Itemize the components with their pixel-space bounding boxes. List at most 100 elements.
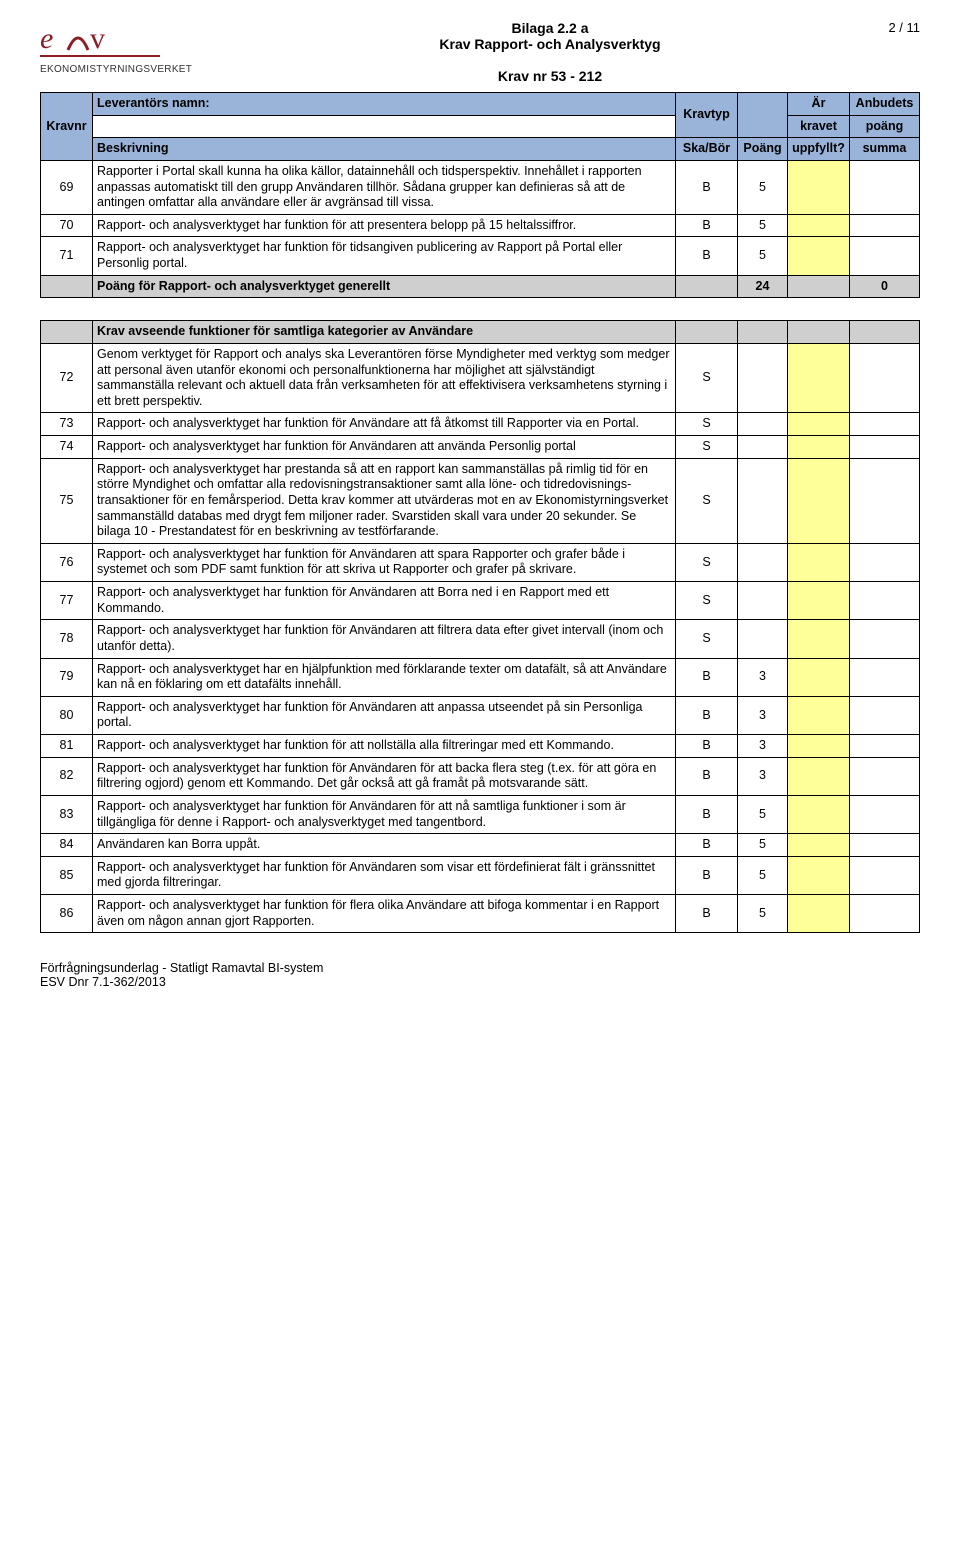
cell-uppfyllt-input[interactable]: [788, 582, 850, 620]
cell-summa: [850, 582, 920, 620]
cell-uppfyllt-input[interactable]: [788, 795, 850, 833]
cell-uppfyllt-input[interactable]: [788, 160, 850, 214]
cell-summa: [850, 658, 920, 696]
requirements-table-1: Kravnr Leverantörs namn: Kravtyp Är Anbu…: [40, 92, 920, 298]
cell-beskrivning: Rapport- och analysverktyget har funktio…: [93, 895, 676, 933]
cell-kravnr: 84: [41, 834, 93, 857]
cell-kravnr: 77: [41, 582, 93, 620]
leverantor-input-cell[interactable]: [93, 115, 676, 138]
cell-uppfyllt-input[interactable]: [788, 237, 850, 275]
cell-summa: [850, 458, 920, 543]
sec2-blank-summa: [850, 321, 920, 344]
sum1-poang: 24: [738, 275, 788, 298]
cell-summa: [850, 436, 920, 459]
table-row: 84Användaren kan Borra uppåt.B5: [41, 834, 920, 857]
cell-kravtyp: S: [676, 620, 738, 658]
cell-uppfyllt-input[interactable]: [788, 413, 850, 436]
cell-beskrivning: Rapport- och analysverktyget har prestan…: [93, 458, 676, 543]
cell-summa: [850, 413, 920, 436]
hdr-kravet: kravet: [788, 115, 850, 138]
table-row: 78Rapport- och analysverktyget har funkt…: [41, 620, 920, 658]
cell-poang: 5: [738, 237, 788, 275]
leverantor-label: Leverantörs namn:: [97, 96, 210, 110]
hdr-uppfyllt: uppfyllt?: [788, 138, 850, 161]
cell-kravnr: 86: [41, 895, 93, 933]
section2-header-row: Krav avseende funktioner för samtliga ka…: [41, 321, 920, 344]
cell-uppfyllt-input[interactable]: [788, 436, 850, 459]
cell-summa: [850, 214, 920, 237]
cell-uppfyllt-input[interactable]: [788, 735, 850, 758]
cell-poang: 5: [738, 834, 788, 857]
krav-range: Krav nr 53 - 212: [240, 68, 860, 84]
svg-text:v: v: [90, 22, 105, 55]
sec2-blank-poang: [738, 321, 788, 344]
hdr-anbudets: Anbudets: [850, 93, 920, 116]
cell-uppfyllt-input[interactable]: [788, 343, 850, 413]
sum1-summa: 0: [850, 275, 920, 298]
cell-poang: [738, 413, 788, 436]
cell-beskrivning: Rapport- och analysverktyget har funktio…: [93, 696, 676, 734]
cell-poang: 3: [738, 658, 788, 696]
hdr-leverantor: Leverantörs namn:: [93, 93, 676, 116]
sec2-title: Krav avseende funktioner för samtliga ka…: [93, 321, 676, 344]
cell-kravtyp: B: [676, 856, 738, 894]
cell-summa: [850, 757, 920, 795]
cell-kravnr: 69: [41, 160, 93, 214]
hdr-ar: Är: [788, 93, 850, 116]
sum1-blank: [41, 275, 93, 298]
cell-kravnr: 76: [41, 543, 93, 581]
cell-poang: [738, 582, 788, 620]
cell-poang: [738, 343, 788, 413]
footer-line1: Förfrågningsunderlag - Statligt Ramavtal…: [40, 961, 920, 975]
cell-poang: [738, 620, 788, 658]
cell-poang: [738, 543, 788, 581]
cell-kravtyp: S: [676, 413, 738, 436]
cell-beskrivning: Rapport- och analysverktyget har en hjäl…: [93, 658, 676, 696]
cell-kravnr: 72: [41, 343, 93, 413]
cell-kravnr: 78: [41, 620, 93, 658]
cell-poang: 3: [738, 696, 788, 734]
cell-beskrivning: Användaren kan Borra uppåt.: [93, 834, 676, 857]
cell-uppfyllt-input[interactable]: [788, 458, 850, 543]
sec2-blank-uppf: [788, 321, 850, 344]
cell-uppfyllt-input[interactable]: [788, 620, 850, 658]
cell-uppfyllt-input[interactable]: [788, 856, 850, 894]
cell-uppfyllt-input[interactable]: [788, 895, 850, 933]
footer-line2: ESV Dnr 7.1-362/2013: [40, 975, 920, 989]
cell-summa: [850, 795, 920, 833]
table-row: 72Genom verktyget för Rapport och analys…: [41, 343, 920, 413]
cell-uppfyllt-input[interactable]: [788, 834, 850, 857]
cell-poang: [738, 436, 788, 459]
cell-beskrivning: Rapport- och analysverktyget har funktio…: [93, 214, 676, 237]
table-row: 75Rapport- och analysverktyget har prest…: [41, 458, 920, 543]
cell-uppfyllt-input[interactable]: [788, 658, 850, 696]
cell-kravnr: 80: [41, 696, 93, 734]
cell-summa: [850, 696, 920, 734]
cell-uppfyllt-input[interactable]: [788, 543, 850, 581]
cell-kravtyp: B: [676, 895, 738, 933]
cell-uppfyllt-input[interactable]: [788, 696, 850, 734]
cell-beskrivning: Rapport- och analysverktyget har funktio…: [93, 735, 676, 758]
cell-kravtyp: B: [676, 834, 738, 857]
cell-kravnr: 74: [41, 436, 93, 459]
cell-beskrivning: Rapport- och analysverktyget har funktio…: [93, 582, 676, 620]
header-row-2: kravet poäng: [41, 115, 920, 138]
cell-uppfyllt-input[interactable]: [788, 214, 850, 237]
cell-summa: [850, 834, 920, 857]
cell-poang: 3: [738, 757, 788, 795]
cell-kravnr: 70: [41, 214, 93, 237]
cell-beskrivning: Rapport- och analysverktyget har funktio…: [93, 757, 676, 795]
table-gap: [40, 298, 920, 320]
svg-text:e: e: [40, 22, 53, 55]
sec2-blank-nr: [41, 321, 93, 344]
cell-uppfyllt-input[interactable]: [788, 757, 850, 795]
header-row-3: Beskrivning Ska/Bör Poäng uppfyllt? summ…: [41, 138, 920, 161]
header-row-1: Kravnr Leverantörs namn: Kravtyp Är Anbu…: [41, 93, 920, 116]
cell-beskrivning: Genom verktyget för Rapport och analys s…: [93, 343, 676, 413]
hdr-poang: Poäng: [738, 138, 788, 161]
esv-logo-icon: e v: [40, 20, 160, 62]
cell-kravtyp: B: [676, 160, 738, 214]
table-row: 85Rapport- och analysverktyget har funkt…: [41, 856, 920, 894]
cell-kravtyp: B: [676, 214, 738, 237]
cell-kravnr: 83: [41, 795, 93, 833]
